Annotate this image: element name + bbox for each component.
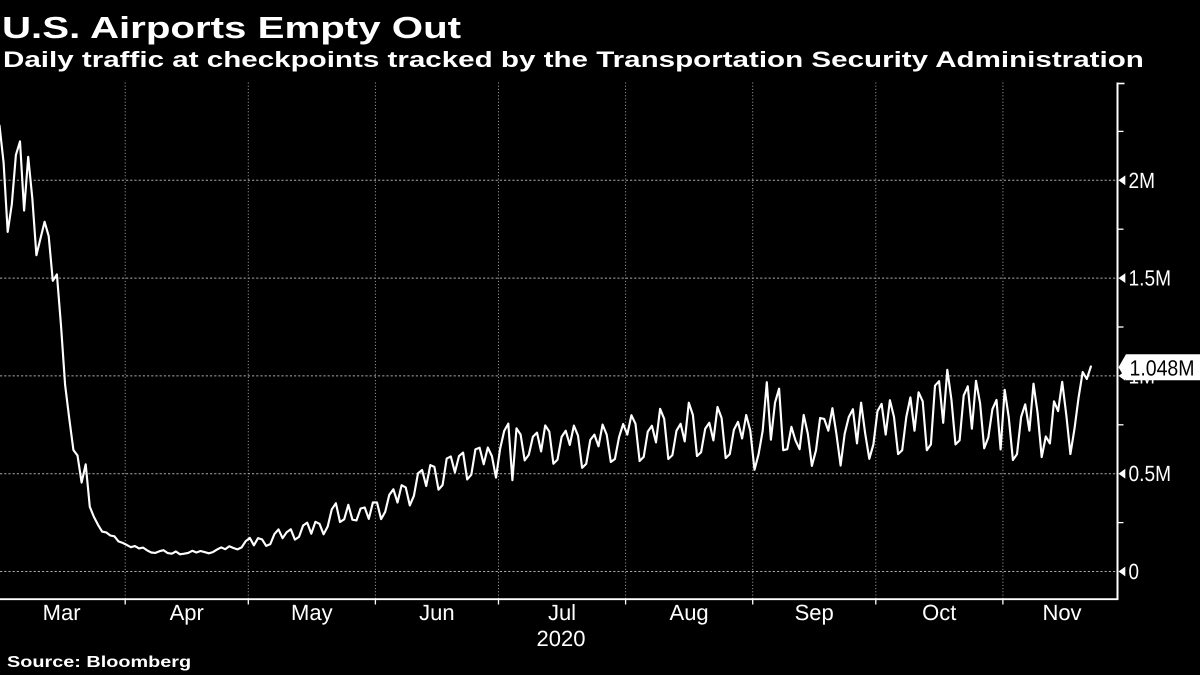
svg-text:2020: 2020 bbox=[537, 626, 586, 651]
svg-text:Mar: Mar bbox=[43, 600, 81, 625]
svg-text:0: 0 bbox=[1129, 559, 1140, 584]
svg-text:0.5M: 0.5M bbox=[1129, 461, 1172, 486]
svg-text:1.048M: 1.048M bbox=[1130, 356, 1195, 381]
svg-text:Jun: Jun bbox=[419, 600, 454, 625]
svg-text:1.5M: 1.5M bbox=[1129, 266, 1172, 291]
svg-text:May: May bbox=[291, 600, 333, 625]
svg-text:Aug: Aug bbox=[670, 600, 709, 625]
svg-text:2M: 2M bbox=[1129, 168, 1156, 193]
svg-text:Jul: Jul bbox=[548, 600, 576, 625]
svg-text:Apr: Apr bbox=[170, 600, 204, 625]
svg-text:Sep: Sep bbox=[795, 600, 834, 625]
svg-text:Nov: Nov bbox=[1042, 600, 1081, 625]
svg-text:Oct: Oct bbox=[922, 600, 956, 625]
